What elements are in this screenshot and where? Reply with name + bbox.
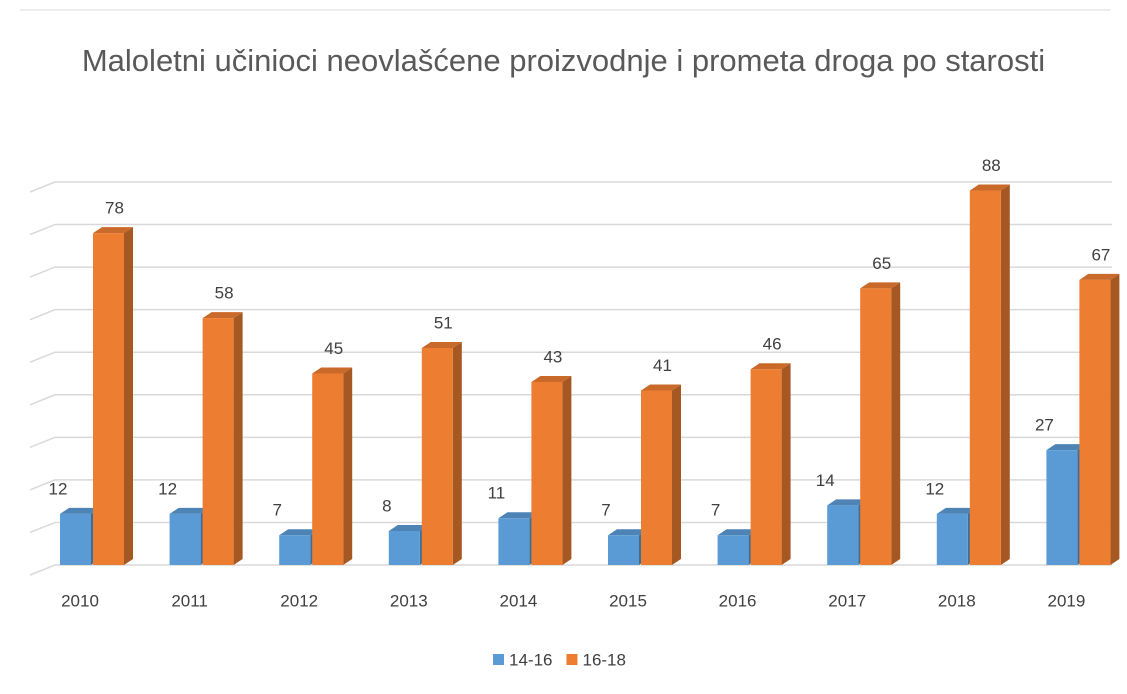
grid-line [29, 351, 1112, 363]
bar [750, 363, 791, 565]
data-label: 12 [49, 479, 68, 498]
x-tick-label: 2015 [609, 591, 647, 610]
grid-line [29, 223, 1112, 236]
legend-label: 14-16 [509, 650, 552, 669]
data-label: 14 [816, 471, 835, 490]
bar [202, 312, 243, 565]
data-label: 58 [215, 284, 234, 303]
data-label: 12 [925, 479, 944, 498]
data-label: 11 [488, 484, 506, 503]
data-label: 7 [272, 501, 281, 520]
data-label: 51 [434, 313, 453, 332]
data-label: 8 [382, 496, 391, 515]
chart-title: Maloletni učinioci neovlašćene proizvodn… [81, 43, 1046, 78]
data-label: 78 [105, 199, 124, 218]
x-tick-label: 2017 [828, 591, 866, 610]
bar [93, 227, 133, 566]
grid-line [29, 181, 1112, 193]
x-tick-label: 2018 [938, 591, 976, 610]
legend-swatch [566, 654, 578, 665]
grid-line [29, 266, 1112, 278]
x-tick-label: 2013 [390, 591, 428, 610]
data-label: 45 [324, 339, 343, 358]
data-label: 12 [158, 479, 177, 498]
bar [641, 384, 681, 565]
bar [860, 282, 901, 565]
x-tick-label: 2016 [719, 591, 757, 610]
bar [1079, 273, 1120, 565]
grid-line [29, 564, 1112, 576]
data-label: 88 [982, 156, 1001, 175]
x-tick-label: 2014 [499, 591, 537, 610]
data-label: 46 [763, 335, 782, 354]
x-tick-label: 2010 [61, 591, 99, 610]
x-tick-label: 2011 [171, 591, 208, 610]
data-label: 43 [543, 347, 562, 366]
data-label: 7 [711, 501, 720, 520]
legend-swatch [493, 654, 504, 665]
data-label: 65 [872, 254, 891, 273]
data-label: 41 [653, 356, 672, 375]
data-label: 67 [1091, 245, 1110, 264]
bar [312, 367, 353, 565]
bar [421, 341, 462, 565]
grid-line [29, 308, 1112, 321]
x-tick-label: 2012 [280, 591, 318, 610]
legend-label: 16-18 [582, 650, 625, 669]
bar [531, 376, 572, 565]
x-tick-label: 2019 [1047, 591, 1085, 610]
data-label: 7 [601, 501, 610, 520]
data-label: 27 [1035, 416, 1054, 435]
bar [969, 184, 1010, 565]
